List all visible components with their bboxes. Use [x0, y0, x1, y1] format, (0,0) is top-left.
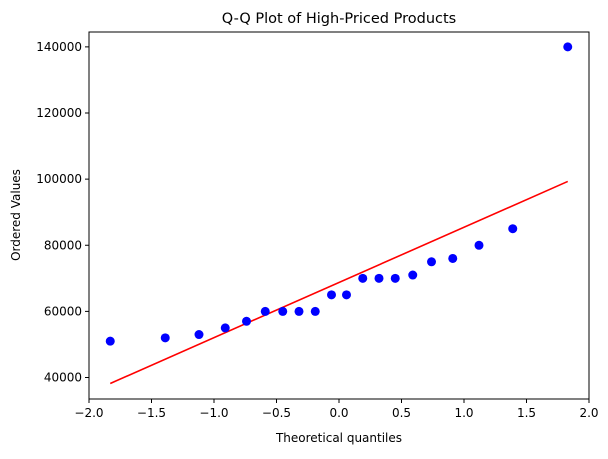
- x-tick-label: −0.5: [262, 406, 291, 420]
- data-point: [408, 270, 418, 280]
- data-point: [310, 306, 320, 316]
- x-tick-label: −2.0: [74, 406, 103, 420]
- data-point: [374, 273, 384, 283]
- data-point: [342, 290, 351, 300]
- x-tick-label: −1.5: [137, 406, 166, 420]
- y-tick-label: 80000: [44, 238, 82, 252]
- fit-line: [109, 180, 569, 385]
- x-tick-label: 0.5: [392, 406, 411, 420]
- y-tick-label: 120000: [36, 106, 82, 120]
- data-point: [427, 257, 436, 267]
- data-point: [508, 224, 518, 234]
- plot-frame: [88, 31, 590, 400]
- x-tick-label: 1.0: [454, 406, 473, 420]
- data-point: [278, 306, 288, 316]
- chart-title: Q-Q Plot of High-Priced Products: [222, 11, 456, 27]
- x-tick-label: −1.0: [199, 406, 228, 420]
- data-point: [448, 253, 458, 263]
- data-point: [474, 240, 484, 250]
- x-axis-label: Theoretical quantiles: [275, 431, 402, 445]
- y-axis-label: Ordered Values: [9, 169, 23, 261]
- data-point: [220, 323, 230, 333]
- y-tick-label: 60000: [44, 304, 82, 318]
- data-point: [294, 306, 304, 316]
- data-point: [194, 330, 204, 340]
- y-tick-label: 140000: [36, 40, 82, 54]
- x-tick-label: 0.0: [329, 406, 348, 420]
- data-point: [390, 273, 400, 283]
- data-point: [358, 273, 368, 283]
- data-point: [563, 42, 573, 52]
- data-point: [327, 290, 336, 300]
- data-point: [160, 333, 170, 343]
- data-point: [260, 306, 270, 316]
- data-point: [105, 336, 115, 346]
- plot-series: [105, 42, 573, 385]
- y-tick-label: 40000: [44, 371, 82, 385]
- x-tick-label: 2.0: [579, 406, 598, 420]
- y-tick-label: 100000: [36, 172, 82, 186]
- y-axis-ticks: 40000 60000 80000 100000 120000 140000: [36, 40, 89, 385]
- x-axis-ticks: −2.0 −1.5 −1.0 −0.5 0.0 0.5 1.0 1.5 2.0: [74, 399, 599, 420]
- x-tick-label: 1.5: [517, 406, 536, 420]
- data-point: [242, 316, 251, 326]
